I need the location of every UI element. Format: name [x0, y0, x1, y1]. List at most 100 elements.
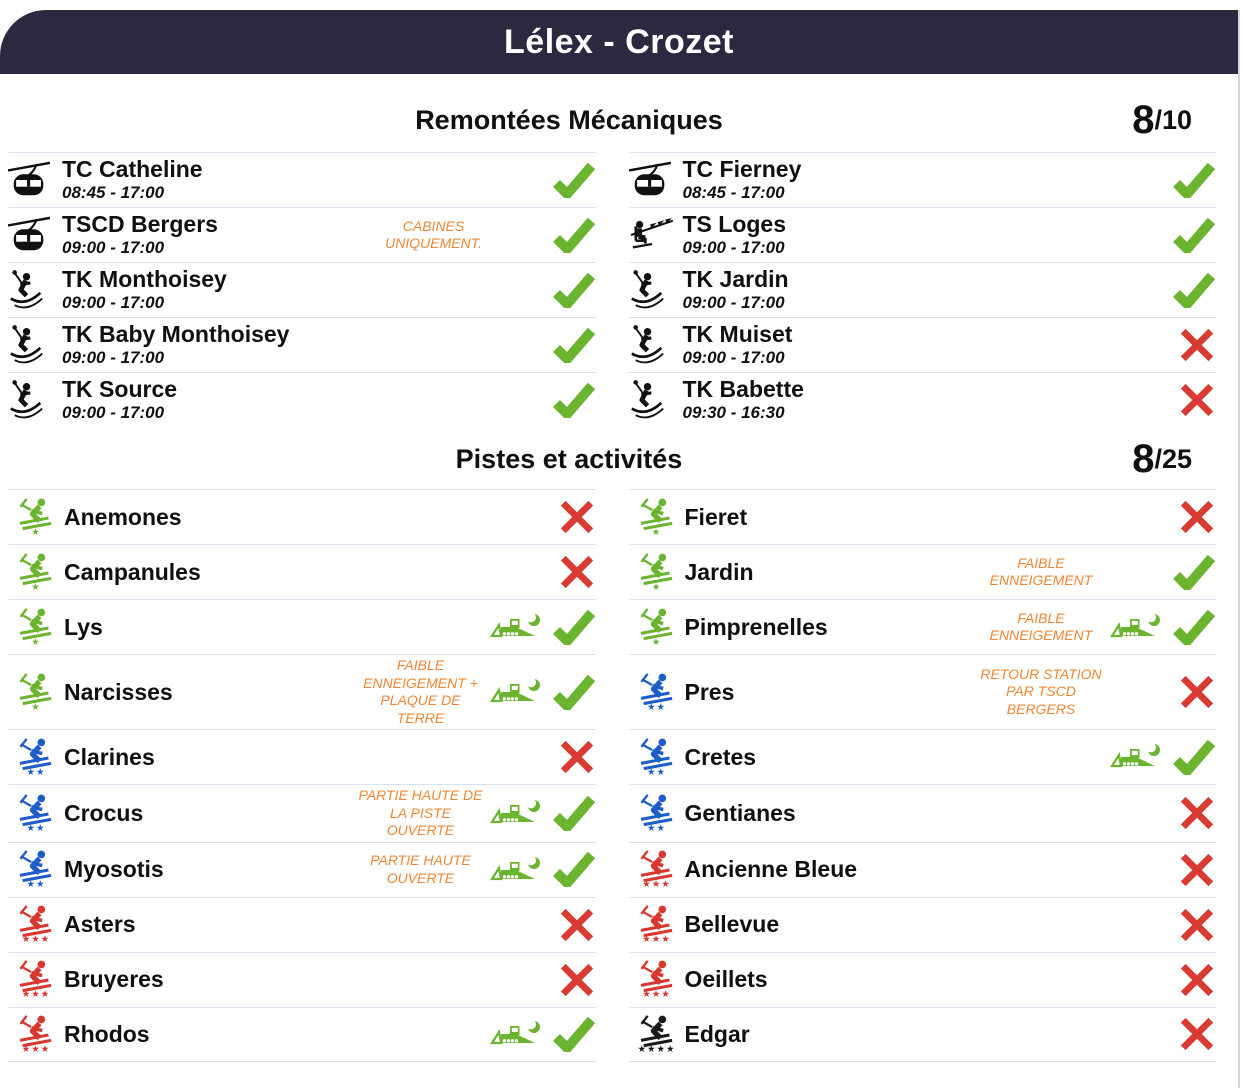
closed-x-icon: [1164, 794, 1216, 832]
piste-row: ★★★ Rhodos: [8, 1006, 596, 1062]
lift-info: TC Catheline 08:45 - 17:00: [62, 157, 369, 203]
open-check-icon: [1164, 609, 1216, 645]
open-check-icon: [1164, 272, 1216, 308]
lift-name: TK Baby Monthoisey: [62, 321, 290, 348]
skier-red-icon: ★★★: [8, 905, 64, 944]
lift-info: TK Muiset 09:00 - 17:00: [682, 321, 990, 368]
gondola-icon: [8, 160, 62, 200]
open-check-icon: [544, 327, 596, 363]
column-gap: [596, 152, 629, 207]
column-gap: [596, 317, 629, 372]
closed-x-icon: [1164, 381, 1216, 419]
piste-row: ★ Jardin FAIBLE ENNEIGEMENT: [628, 544, 1216, 599]
piste-name: Pres: [684, 678, 735, 705]
piste-name: Myosotis: [64, 856, 164, 882]
lift-info: TK Jardin 09:00 - 17:00: [682, 266, 990, 313]
piste-name: Rhodos: [64, 1020, 150, 1047]
skier-red-icon: ★★★: [8, 960, 64, 999]
skier-green-icon: ★: [629, 552, 685, 592]
lift-hours: 09:00 - 17:00: [62, 238, 165, 258]
draglift-icon: [8, 324, 62, 366]
column-gap: [596, 207, 629, 262]
lift-note: CABINES UNIQUEMENT.: [385, 217, 482, 252]
gondola-icon: [8, 215, 62, 255]
groomer-icon: [486, 1019, 544, 1049]
lifts-section-title: Remontées Mécaniques: [415, 105, 723, 135]
piste-row: ★★★ Oeillets: [628, 951, 1216, 1007]
column-gap: [596, 897, 629, 952]
pistes-section-header: Pistes et activités 8/25: [0, 429, 1238, 489]
piste-row: ★ Pimprenelles FAIBLE ENNEIGEMENT: [628, 599, 1216, 654]
lift-row: TK Source 09:00 - 17:00: [8, 372, 596, 427]
open-check-icon: [544, 382, 596, 418]
draglift-icon: [629, 379, 683, 421]
open-check-icon: [544, 609, 596, 645]
piste-name: Asters: [64, 911, 136, 937]
status-board: Lélex - Crozet Remontées Mécaniques 8/10…: [0, 10, 1240, 1088]
skier-red-icon: ★★★: [629, 905, 685, 944]
skier-blue-icon: ★★: [629, 793, 685, 833]
lift-name: TK Muiset: [682, 321, 793, 348]
piste-row: ★★ Crocus PARTIE HAUTE DE LA PISTE OUVERTE: [8, 784, 596, 842]
skier-green-icon: ★: [8, 607, 64, 647]
groomer-icon: [1106, 612, 1164, 642]
piste-name: Edgar: [684, 1020, 750, 1047]
draglift-icon: [629, 269, 683, 311]
lift-name: TK Source: [62, 376, 178, 403]
lift-hours: 09:00 - 17:00: [682, 348, 785, 368]
lift-info: TK Source 09:00 - 17:00: [62, 376, 369, 423]
column-gap: [596, 489, 629, 544]
piste-row: ★★ Clarines: [8, 729, 596, 784]
piste-name: Anemones: [64, 503, 182, 530]
column-gap: [596, 544, 629, 599]
lift-name: TK Jardin: [682, 266, 789, 293]
skier-green-icon: ★: [8, 497, 64, 537]
open-check-icon: [1164, 217, 1216, 253]
piste-name: Pimprenelles: [684, 613, 828, 640]
open-check-icon: [544, 162, 596, 198]
piste-name: Jardin: [684, 558, 754, 585]
piste-name: Clarines: [64, 743, 155, 770]
resort-header: Lélex - Crozet: [0, 10, 1238, 74]
piste-note: FAIBLE ENNEIGEMENT: [989, 554, 1093, 589]
open-check-icon: [544, 217, 596, 253]
piste-name: Campanules: [64, 558, 201, 585]
piste-name: Bellevue: [684, 911, 780, 937]
pistes-total-number: /25: [1154, 443, 1192, 474]
pistes-open-count: 8/25: [1132, 429, 1192, 489]
column-gap: [596, 1007, 629, 1062]
groomer-icon: [486, 854, 544, 885]
open-check-icon: [544, 674, 596, 710]
open-check-icon: [544, 272, 596, 308]
closed-x-icon: [1164, 498, 1216, 536]
skier-red-icon: ★★★: [8, 1014, 64, 1054]
pistes-list: ★ Anemones ★ Fieret ★ Campanules ★ Jardin FAI…: [0, 489, 1238, 1062]
skier-blue-icon: ★★: [629, 737, 685, 777]
closed-x-icon: [544, 906, 596, 944]
lift-row: TC Catheline 08:45 - 17:00: [8, 152, 596, 207]
lifts-open-count: 8/10: [1132, 88, 1192, 152]
piste-row: ★★★ Asters: [8, 896, 596, 952]
skier-blue-icon: ★★: [8, 793, 64, 833]
open-check-icon: [544, 795, 596, 831]
lift-row: TK Babette 09:30 - 16:30: [628, 372, 1216, 427]
column-gap: [596, 372, 629, 427]
skier-green-icon: ★: [629, 497, 685, 537]
lift-row: TS Loges 09:00 - 17:00: [628, 207, 1216, 262]
piste-name: Gentianes: [684, 799, 796, 826]
piste-note: FAIBLE ENNEIGEMENT + PLAQUE DE TERRE: [363, 657, 478, 726]
open-check-icon: [544, 852, 596, 887]
lift-info: TS Loges 09:00 - 17:00: [683, 212, 990, 258]
resort-title: Lélex - Crozet: [504, 22, 734, 61]
piste-row: ★★★★ Edgar: [628, 1006, 1216, 1062]
groomer-icon: [486, 677, 544, 707]
draglift-icon: [629, 324, 683, 366]
closed-x-icon: [544, 498, 596, 536]
lift-hours: 09:30 - 16:30: [682, 403, 785, 423]
lift-hours: 09:00 - 17:00: [62, 348, 165, 368]
lift-name: TK Monthoisey: [62, 266, 227, 293]
column-gap: [596, 262, 629, 317]
open-check-icon: [1164, 739, 1216, 775]
piste-row: ★ Lys: [8, 599, 596, 654]
piste-row: ★ Fieret: [628, 489, 1216, 544]
